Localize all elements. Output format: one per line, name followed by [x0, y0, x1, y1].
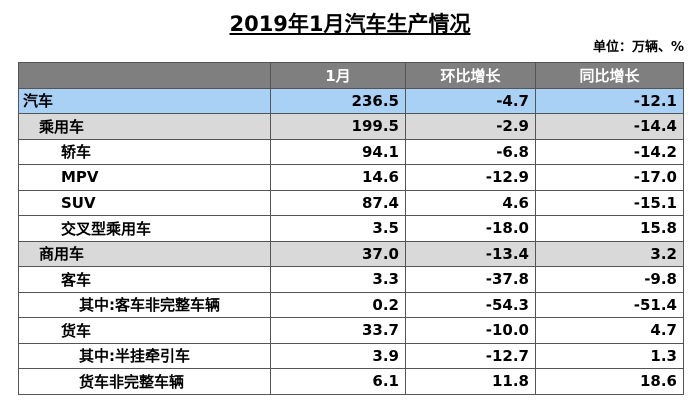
row-label: 货车	[18, 317, 271, 344]
table-row: 其中:客车非完整车辆 0.2 -54.3 -51.4	[18, 291, 684, 318]
value-cell: 14.6	[270, 164, 406, 191]
title: 2019年1月汽车生产情况	[0, 8, 700, 38]
table-row: 货车非完整车辆 6.1 11.8 18.6	[18, 368, 684, 395]
row-label: 乘用车	[18, 113, 271, 140]
unit-label: 单位：万辆、%	[592, 40, 684, 55]
value-cell: 11.8	[405, 368, 536, 395]
value-cell: 3.2	[535, 240, 684, 267]
table-row: 轿车 94.1 -6.8 -14.2	[18, 138, 684, 165]
table-row: 乘用车 199.5 -2.9 -14.4	[18, 113, 684, 140]
value-cell: 3.9	[270, 342, 406, 369]
header-cell: 1月	[270, 62, 406, 89]
table-row: 货车 33.7 -10.0 4.7	[18, 317, 684, 344]
value-cell: -14.2	[535, 138, 684, 165]
row-label: 商用车	[18, 240, 271, 267]
value-cell: -12.9	[405, 164, 536, 191]
row-label: 汽车	[18, 87, 271, 114]
value-cell: 0.2	[270, 291, 406, 318]
table-row: 客车 3.3 -37.8 -9.8	[18, 266, 684, 293]
row-label: 货车非完整车辆	[18, 368, 271, 395]
value-cell: 199.5	[270, 113, 406, 140]
header-row: 1月 环比增长 同比增长	[18, 62, 684, 89]
table-row: MPV 14.6 -12.9 -17.0	[18, 164, 684, 191]
title-text: 2019年1月汽车生产情况	[229, 12, 471, 36]
table-row: SUV 87.4 4.6 -15.1	[18, 189, 684, 216]
value-cell: -4.7	[405, 87, 536, 114]
row-label: SUV	[18, 189, 271, 216]
value-cell: 1.3	[535, 342, 684, 369]
row-label: 其中:半挂牵引车	[18, 342, 271, 369]
table-row: 其中:半挂牵引车 3.9 -12.7 1.3	[18, 342, 684, 369]
value-cell: 3.5	[270, 215, 406, 242]
value-cell: 236.5	[270, 87, 406, 114]
row-label: 其中:客车非完整车辆	[18, 291, 271, 318]
value-cell: -14.4	[535, 113, 684, 140]
value-cell: 18.6	[535, 368, 684, 395]
production-table: 1月 环比增长 同比增长 汽车 236.5 -4.7 -12.1 乘用车 199.5 -2.9-…	[18, 62, 684, 395]
value-cell: -51.4	[535, 291, 684, 318]
header-cell: 环比增长	[405, 62, 536, 89]
value-cell: 6.1	[270, 368, 406, 395]
value-cell: 33.7	[270, 317, 406, 344]
value-cell: -13.4	[405, 240, 536, 267]
table-row: 汽车 236.5 -4.7 -12.1	[18, 87, 684, 114]
header-cell	[18, 62, 271, 89]
row-label: 轿车	[18, 138, 271, 165]
value-cell: -6.8	[405, 138, 536, 165]
table-body: 汽车 236.5 -4.7 -12.1 乘用车 199.5 -2.9 -14.4 轿车 94.1-…	[18, 87, 684, 395]
value-cell: -10.0	[405, 317, 536, 344]
value-cell: 37.0	[270, 240, 406, 267]
value-cell: -15.1	[535, 189, 684, 216]
value-cell: -2.9	[405, 113, 536, 140]
value-cell: 87.4	[270, 189, 406, 216]
value-cell: -17.0	[535, 164, 684, 191]
table-row: 商用车 37.0 -13.4 3.2	[18, 240, 684, 267]
value-cell: 15.8	[535, 215, 684, 242]
table-row: 交叉型乘用车 3.5 -18.0 15.8	[18, 215, 684, 242]
value-cell: 4.7	[535, 317, 684, 344]
value-cell: 4.6	[405, 189, 536, 216]
value-cell: -9.8	[535, 266, 684, 293]
row-label: MPV	[18, 164, 271, 191]
value-cell: -37.8	[405, 266, 536, 293]
value-cell: -12.7	[405, 342, 536, 369]
row-label: 客车	[18, 266, 271, 293]
value-cell: -12.1	[535, 87, 684, 114]
value-cell: 94.1	[270, 138, 406, 165]
value-cell: 3.3	[270, 266, 406, 293]
row-label: 交叉型乘用车	[18, 215, 271, 242]
value-cell: -54.3	[405, 291, 536, 318]
header-cell: 同比增长	[535, 62, 684, 89]
value-cell: -18.0	[405, 215, 536, 242]
